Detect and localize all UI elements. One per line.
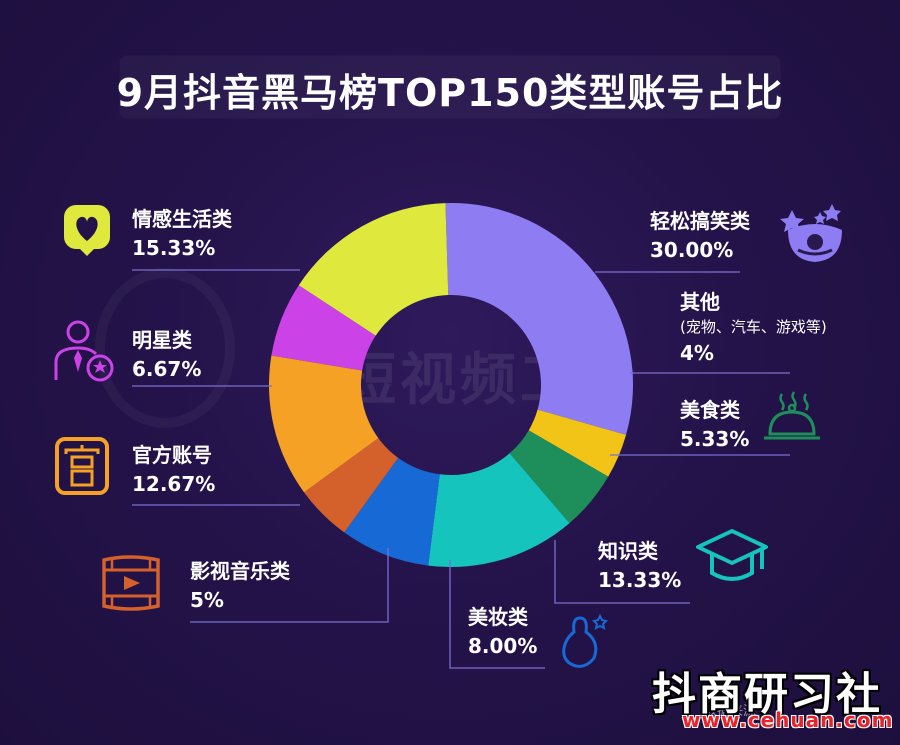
donut-slice-3: [428, 453, 570, 568]
donut-slice-7: [271, 285, 376, 371]
label-food-name: 美食类: [680, 398, 740, 422]
leader-line-5: [190, 548, 389, 623]
donut-slice-5: [304, 438, 399, 533]
label-celebrity-value: 6.67%: [132, 357, 202, 381]
label-other: 其他 (宠物、汽车、游戏等) 4%: [680, 288, 827, 368]
donut-slice-2: [509, 430, 609, 524]
label-other-value: 4%: [680, 340, 714, 365]
donut-slice-6: [269, 355, 379, 493]
chart-title: 9月抖音黑马榜TOP150类型账号占比: [116, 71, 784, 115]
brand-url: www.cehuan.com: [682, 708, 894, 732]
label-other-note: (宠物、汽车、游戏等): [680, 318, 827, 336]
label-emotion-value: 15.33%: [132, 236, 216, 260]
celebrity-person-icon: [54, 320, 114, 382]
label-beauty-name: 美妆类: [468, 605, 528, 629]
label-funny-name: 轻松搞笑类: [650, 209, 750, 233]
label-film-name: 影视音乐类: [190, 559, 290, 583]
donut-slice-8: [298, 203, 449, 336]
leader-line-3: [554, 540, 690, 604]
title-backdrop: [120, 56, 780, 118]
donut-slice-4: [344, 457, 440, 566]
brand-watermark: 抖商研习社: [652, 669, 882, 720]
graduation-cap-icon: [696, 529, 768, 581]
label-official: 官方账号 12.67%: [132, 441, 215, 499]
label-other-name: 其他: [680, 290, 720, 314]
makeup-sponge-icon: [562, 613, 608, 668]
label-food: 美食类 5.33%: [680, 396, 749, 454]
donut-slice-1: [528, 409, 627, 477]
donut-slice-0: [445, 203, 634, 435]
clown-face-icon: [780, 204, 842, 262]
label-film: 影视音乐类 5%: [190, 557, 290, 615]
heart-icon: [64, 205, 110, 256]
label-food-value: 5.33%: [680, 427, 750, 451]
label-official-value: 12.67%: [132, 472, 216, 496]
label-celebrity-name: 明星类: [132, 328, 192, 352]
label-official-name: 官方账号: [132, 443, 212, 467]
film-strip-icon: [102, 555, 160, 611]
label-funny-value: 30.00%: [650, 238, 734, 262]
label-knowledge-value: 13.33%: [598, 568, 682, 592]
data-source-label: 数据来源: [704, 704, 757, 719]
label-knowledge: 知识类 13.33%: [598, 537, 681, 595]
watermark-ring: [95, 268, 235, 428]
label-knowledge-name: 知识类: [598, 539, 658, 563]
leader-line-4: [449, 560, 545, 669]
label-beauty-value: 8.00%: [468, 634, 538, 658]
label-beauty: 美妆类 8.00%: [468, 603, 537, 661]
label-emotion-name: 情感生活类: [132, 207, 232, 231]
label-emotion: 情感生活类 15.33%: [132, 205, 232, 263]
food-cloche-icon: [764, 391, 820, 440]
label-film-value: 5%: [190, 588, 224, 612]
official-seal-icon: [55, 437, 109, 495]
label-celebrity: 明星类 6.67%: [132, 326, 201, 384]
label-funny: 轻松搞笑类 30.00%: [650, 207, 750, 265]
